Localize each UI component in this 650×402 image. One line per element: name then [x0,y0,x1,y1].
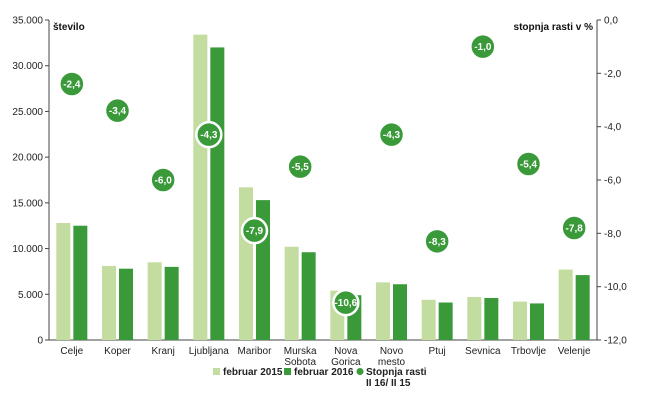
growth-rate-point [149,166,177,194]
left-tick-label: 15.000 [12,198,43,209]
right-tick-label: -2,0 [604,69,622,80]
legend-swatch-stopnja-rasti [356,368,364,375]
growth-rate-point [332,288,360,317]
growth-rate-label: -1,0 [474,42,492,53]
category-label: Kranj [151,346,174,357]
growth-rate-label: -8,3 [429,237,447,248]
bar-februar-2015 [193,34,208,340]
bar-februar-2015 [102,265,116,340]
left-tick-label: 5.000 [18,290,43,301]
growth-rate-point [103,96,132,125]
growth-rate-point [240,216,269,245]
category-label: Ptuj [429,346,446,357]
category-label: Novo [380,346,404,357]
bar-februar-2015 [284,246,299,340]
growth-rate-label: -3,4 [109,106,127,117]
left-axis-title: število [53,22,85,33]
legend-swatch-februar-2016 [284,368,291,375]
bar-februar-2016 [210,47,225,341]
growth-rate-label: -5,5 [292,162,310,173]
left-tick-label: 35.000 [12,16,43,27]
bar-februar-2015 [513,301,527,340]
legend-label-stopnja-rasti-line2: II 16/ II 15 [366,378,411,389]
category-label: Murska [284,346,317,357]
legend-label-februar-2015: februar 2015 [223,367,283,378]
growth-rate-label: -4,3 [383,130,401,141]
right-tick-label: -12,0 [604,336,627,347]
growth-rate-point [195,120,223,149]
growth-rate-label: -7,8 [566,224,584,235]
left-tick-label: 10.000 [12,244,43,255]
category-label: Maribor [238,346,273,357]
bar-februar-2015 [147,262,162,340]
category-label: Nova [334,346,358,357]
bar-februar-2016 [119,268,133,340]
category-label: Ljubljana [189,346,229,357]
right-tick-label: 0,0 [604,16,618,27]
left-tick-label: 20.000 [12,153,43,164]
category-label: Koper [104,346,131,357]
right-tick-label: -8,0 [604,229,622,240]
category-label: mesto [378,357,406,368]
growth-rate-label: -2,4 [63,80,81,91]
left-tick-label: 25.000 [12,107,43,118]
category-label: Sobota [284,357,316,368]
category-label: Sevnica [465,346,501,357]
growth-rate-point [58,70,86,98]
bar-februar-2016 [484,297,499,340]
category-label: Trbovlje [511,346,547,357]
legend-label-februar-2016: februar 2016 [294,367,354,378]
legend-label-stopnja-rasti-line1: Stopnja rasti [366,367,427,378]
growth-rate-point [560,214,588,242]
category-label: Velenje [558,346,591,357]
bar-februar-2015 [376,282,390,340]
bar-februar-2016 [393,284,407,340]
bar-februar-2015 [467,297,482,340]
bar-februar-2016 [73,225,88,340]
right-tick-label: -6,0 [604,176,622,187]
growth-rate-point [469,32,497,61]
growth-rate-label: -4,3 [200,130,218,141]
bar-februar-2016 [575,275,590,340]
bar-februar-2015 [239,187,253,340]
bar-februar-2015 [558,269,573,340]
category-label: Gorica [331,357,361,368]
bar-februar-2016 [164,266,179,340]
growth-rate-point [423,227,451,256]
left-tick-label: 0 [37,336,43,347]
legend-swatch-februar-2015 [213,368,220,375]
category-label: Celje [60,346,83,357]
left-tick-label: 30.000 [12,61,43,72]
right-tick-label: -4,0 [604,122,622,133]
bar-februar-2015 [56,222,71,340]
bar-februar-2016 [438,302,453,340]
right-tick-label: -10,0 [604,282,627,293]
growth-rate-point [286,152,314,181]
growth-rate-label: -5,4 [520,160,538,171]
growth-rate-label: -6,0 [155,176,173,187]
bar-februar-2016 [530,303,544,340]
growth-rate-label: -10,6 [334,298,357,309]
growth-rate-label: -7,9 [246,226,264,237]
bar-februar-2015 [421,299,436,340]
right-axis-title: stopnja rasti v % [514,22,594,33]
growth-rate-point [514,150,543,178]
bar-februar-2016 [301,252,316,340]
growth-rate-point [377,120,406,149]
